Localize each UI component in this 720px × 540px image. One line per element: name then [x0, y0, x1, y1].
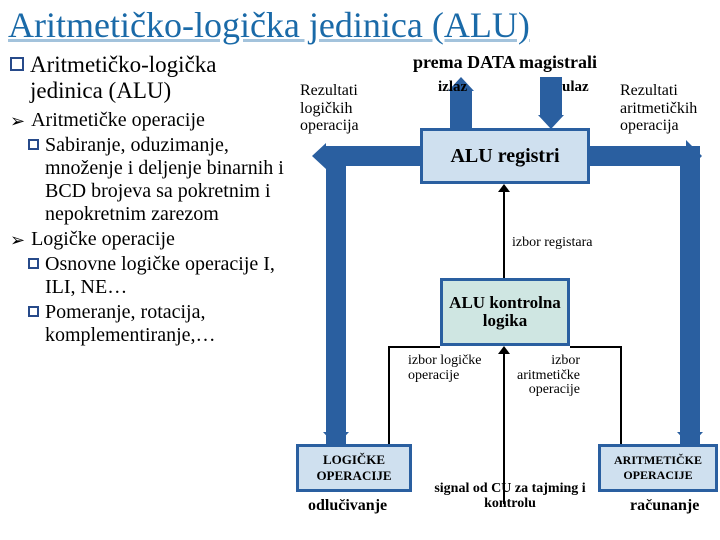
page-title: Aritmetičko-logička jedinica (ALU) [0, 0, 720, 46]
result-logic-label: Rezultati logičkih operacija [300, 82, 378, 135]
square-bullet-icon [10, 57, 24, 71]
content-row: Aritmetičko-logička jedinica (ALU) ➢ Ari… [0, 46, 720, 526]
izbor-reg-label: izbor registara [512, 236, 592, 251]
ulaz-label: ulaz [562, 79, 589, 96]
izlaz-label: izlaz [438, 79, 467, 96]
reg-to-arith-arrow [590, 146, 686, 166]
ctrl-to-arith-line [620, 346, 622, 444]
ctrl-to-logic-line [388, 346, 390, 444]
izlaz-arrow [450, 91, 472, 129]
logic-item: ➢ Logičke operacije [10, 228, 286, 251]
result-arith-label: Rezultati aritmetičkih operacija [620, 82, 712, 135]
arith-ops-box: ARITMETIČKE OPERACIJE [598, 444, 718, 492]
racun-label: računanje [630, 498, 699, 515]
arith-item: ➢ Aritmetičke operacije [10, 109, 286, 132]
ulaz-arrow [540, 77, 562, 115]
arith-sub: Sabiranje, oduzimanje, množenje i deljen… [28, 134, 286, 226]
header-text: Aritmetičko-logička jedinica (ALU) [30, 52, 286, 105]
top-label: prema DATA magistrali [290, 52, 720, 73]
square-bullet-icon [28, 306, 39, 317]
logic-sub2: Pomeranje, rotacija, komplementiranje,… [28, 301, 286, 347]
logic-sub1: Osnovne logičke operacije I, ILI, NE… [28, 253, 286, 299]
left-column: Aritmetičko-logička jedinica (ALU) ➢ Ari… [0, 46, 290, 526]
header-bullet: Aritmetičko-logička jedinica (ALU) [10, 52, 286, 105]
diagram-area: prema DATA magistrali izlaz ulaz Rezulta… [290, 46, 720, 526]
logic-sub2-text: Pomeranje, rotacija, komplementiranje,… [45, 301, 286, 347]
signal-label: signal od CU za tajming i kontrolu [420, 482, 600, 511]
reg-select-arrow [503, 192, 505, 278]
logic-ops-text: LOGIČKE OPERACIJE [299, 452, 409, 484]
left-down-arrow [326, 146, 346, 446]
izbor-log-label: izbor logičke operacije [408, 354, 483, 383]
arrow-icon: ➢ [10, 230, 25, 251]
alu-control-box: ALU kontrolna logika [440, 278, 570, 346]
arith-sub-text: Sabiranje, oduzimanje, množenje i deljen… [45, 134, 286, 226]
ctrl-to-logic-hline [388, 346, 440, 348]
logic-ops-box: LOGIČKE OPERACIJE [296, 444, 412, 492]
alu-reg-text: ALU registri [450, 145, 559, 168]
alu-registers-box: ALU registri [420, 128, 590, 184]
arrow-icon: ➢ [10, 111, 25, 132]
square-bullet-icon [28, 139, 39, 150]
kontrolna-text: ALU kontrolna logika [443, 294, 567, 330]
logic-sub1-text: Osnovne logičke operacije I, ILI, NE… [45, 253, 286, 299]
arith-ops-text: ARITMETIČKE OPERACIJE [601, 453, 715, 483]
odluc-label: odlučivanje [308, 498, 387, 515]
right-down-arrowend [680, 431, 700, 432]
ctrl-to-arith-hline [570, 346, 622, 348]
square-bullet-icon [28, 258, 39, 269]
arith-label: Aritmetičke operacije [31, 109, 205, 132]
right-down-arrow [680, 146, 700, 446]
left-down-arrowend [326, 431, 346, 432]
logic-label: Logičke operacije [31, 228, 175, 251]
